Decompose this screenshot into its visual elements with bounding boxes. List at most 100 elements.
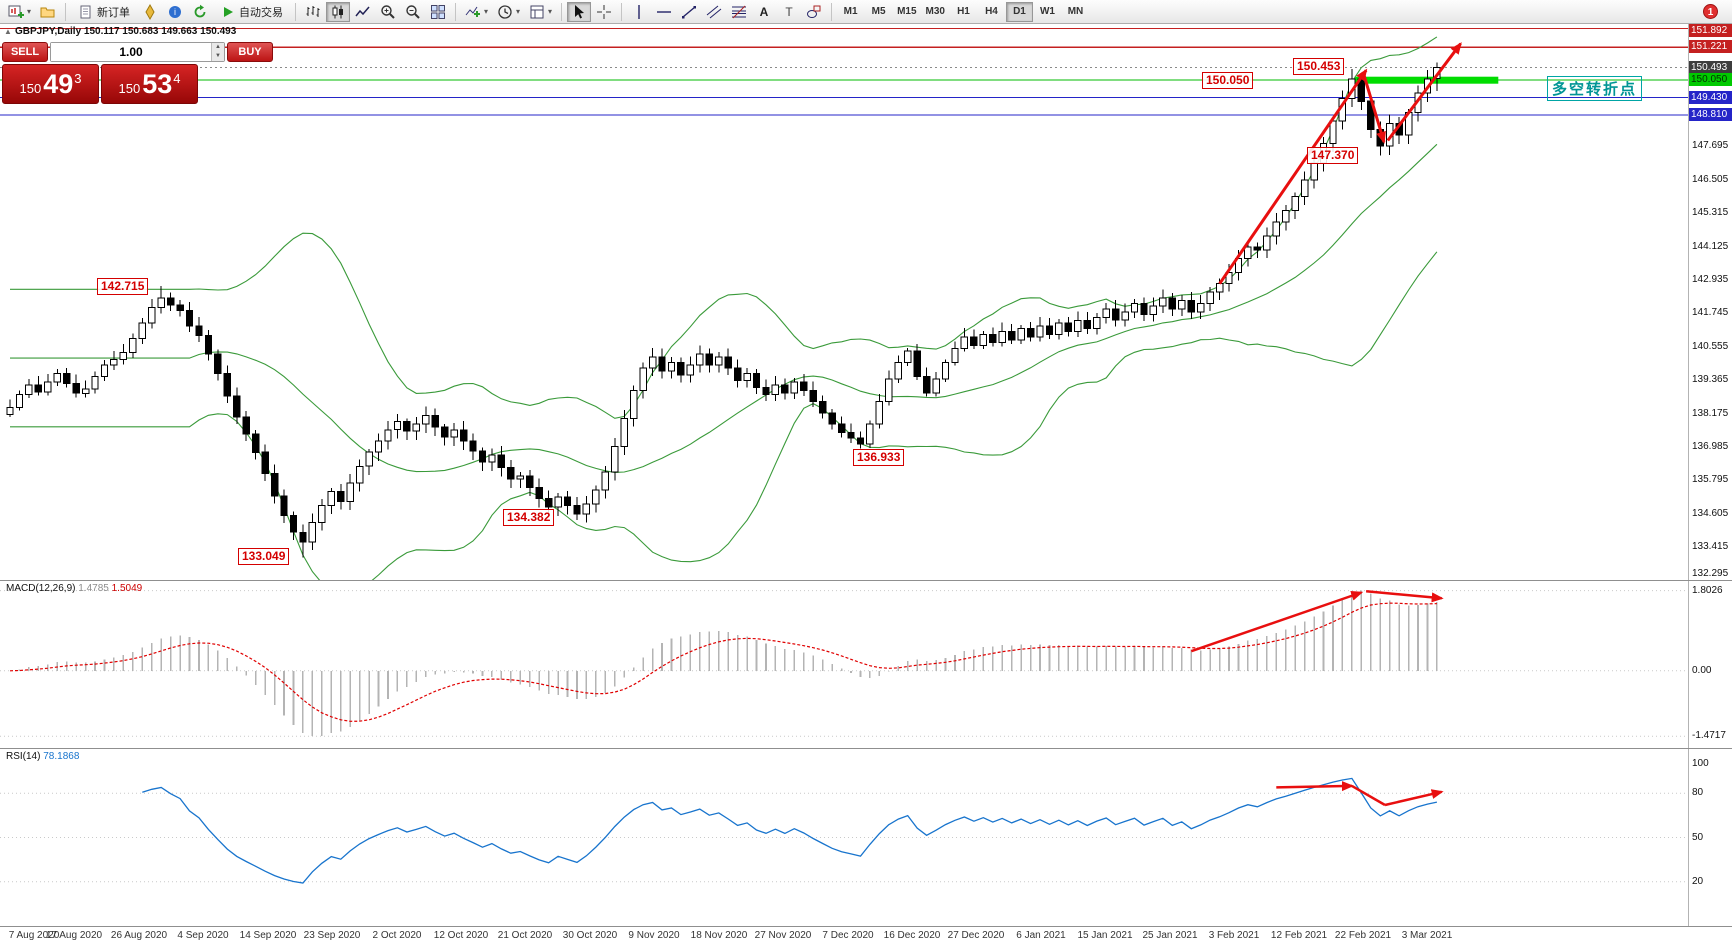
rsi-indicator-chart[interactable] bbox=[0, 749, 1688, 926]
trend-arrows-layer bbox=[1218, 42, 1462, 285]
date-label: 17 Aug 2020 bbox=[45, 930, 103, 941]
templates-button[interactable]: ▾ bbox=[525, 2, 556, 22]
tile-windows-button[interactable] bbox=[426, 2, 450, 22]
crosshair-icon bbox=[597, 4, 612, 19]
crosshair-button[interactable] bbox=[592, 2, 616, 22]
bar-chart-button[interactable] bbox=[301, 2, 325, 22]
macd-indicator-chart[interactable] bbox=[0, 581, 1688, 748]
new-order-button[interactable]: 新订单 bbox=[71, 2, 137, 22]
price-tick-label: 144.125 bbox=[1692, 241, 1729, 252]
date-label: 15 Jan 2021 bbox=[1077, 930, 1133, 941]
macd-signal-line bbox=[9, 602, 1437, 722]
candlestick-chart-button[interactable] bbox=[326, 1, 351, 22]
date-label: 14 Sep 2020 bbox=[239, 930, 297, 941]
profiles-button[interactable] bbox=[36, 2, 60, 22]
turning-point-note: 多空转折点 bbox=[1547, 76, 1643, 101]
timeframe-m5[interactable]: M5 bbox=[865, 2, 892, 22]
collapse-panel-icon[interactable]: ▲ bbox=[4, 27, 12, 36]
rsi-label: RSI(14) 78.1868 bbox=[6, 751, 80, 762]
cursor-button[interactable] bbox=[567, 1, 592, 22]
refresh-button[interactable] bbox=[188, 2, 212, 22]
price-tick-label: 141.745 bbox=[1692, 307, 1729, 318]
timeframe-h4[interactable]: H4 bbox=[978, 2, 1005, 22]
chart-info-line: GBPJPY,Daily 150.117 150.683 149.663 150… bbox=[15, 26, 237, 37]
date-label: 18 Nov 2020 bbox=[690, 930, 748, 941]
price-line-badge: 151.221 bbox=[1689, 40, 1732, 53]
zoom-out-button[interactable] bbox=[401, 2, 425, 22]
fibonacci-button[interactable] bbox=[727, 2, 751, 22]
rsi-arrows-layer bbox=[1276, 781, 1444, 807]
price-tick-label: 147.695 bbox=[1692, 140, 1729, 151]
toolbar-separator bbox=[831, 2, 833, 21]
date-label: 21 Oct 2020 bbox=[497, 930, 553, 941]
rsi-grid-layer bbox=[0, 792, 1688, 883]
macd-scale[interactable]: 1.8026 0.00 -1.4717 bbox=[1688, 581, 1732, 748]
price-scale[interactable]: 147.695 146.505 145.315 144.125 142.935 141.7… bbox=[1688, 24, 1732, 580]
tile-windows-icon bbox=[431, 4, 446, 19]
shapes-button[interactable] bbox=[802, 2, 826, 22]
channel-icon bbox=[706, 5, 722, 18]
price-tick-label: 134.605 bbox=[1692, 508, 1729, 519]
date-label: 9 Nov 2020 bbox=[628, 930, 680, 941]
price-annotation: 133.049 bbox=[238, 548, 290, 565]
shapes-icon bbox=[807, 5, 821, 18]
macd-scale-label: -1.4717 bbox=[1692, 730, 1726, 741]
channel-button[interactable] bbox=[702, 2, 726, 22]
text-tool-button[interactable]: A bbox=[752, 2, 776, 22]
indicators-button[interactable]: ▾ bbox=[461, 2, 492, 22]
auto-trading-play-icon bbox=[224, 6, 234, 17]
market-watch-button[interactable]: i bbox=[163, 2, 187, 22]
timeframe-d1[interactable]: D1 bbox=[1005, 1, 1033, 22]
market-watch-icon: i bbox=[169, 5, 182, 18]
sell-button[interactable]: SELL bbox=[2, 42, 48, 62]
timeframe-w1[interactable]: W1 bbox=[1034, 2, 1061, 22]
text-tool-icon: A bbox=[760, 5, 769, 19]
trendline-icon bbox=[682, 5, 697, 18]
timeframe-m1[interactable]: M1 bbox=[837, 2, 864, 22]
timeframe-m30[interactable]: M30 bbox=[922, 2, 949, 22]
label-tool-button[interactable]: T bbox=[777, 2, 801, 22]
auto-trading-button[interactable]: 自动交易 bbox=[213, 2, 290, 22]
price-annotation: 142.715 bbox=[97, 278, 149, 295]
fibonacci-icon bbox=[732, 5, 747, 18]
svg-text:T: T bbox=[785, 5, 793, 19]
rsi-scale-label: 50 bbox=[1692, 832, 1704, 843]
candlestick-chart[interactable] bbox=[0, 24, 1688, 580]
buy-button[interactable]: BUY bbox=[227, 42, 273, 62]
buy-price[interactable]: 150 53 4 bbox=[101, 64, 198, 104]
macd-scale-label: 1.8026 bbox=[1692, 585, 1723, 596]
price-line-badge: 150.050 bbox=[1689, 73, 1732, 86]
chevron-down-icon: ▾ bbox=[548, 6, 553, 16]
bollinger-bands-layer bbox=[10, 36, 1438, 580]
profiles-folder-icon bbox=[40, 7, 55, 17]
line-chart-button[interactable] bbox=[351, 2, 375, 22]
navigator-button[interactable] bbox=[138, 2, 162, 22]
macd-arrows-layer bbox=[1190, 589, 1444, 653]
time-scale[interactable]: 7 Aug 2020 17 Aug 2020 26 Aug 2020 4 Sep 20… bbox=[0, 926, 1732, 945]
timeframe-h1[interactable]: H1 bbox=[950, 2, 977, 22]
trendline-button[interactable] bbox=[677, 2, 701, 22]
zoom-in-button[interactable] bbox=[376, 2, 400, 22]
template-icon bbox=[530, 5, 544, 18]
indicators-icon bbox=[465, 6, 481, 17]
zoom-in-icon bbox=[381, 4, 395, 19]
volume-input[interactable] bbox=[51, 43, 211, 61]
date-label: 23 Sep 2020 bbox=[303, 930, 361, 941]
date-label: 2 Oct 2020 bbox=[372, 930, 422, 941]
volume-up-button[interactable]: ▲ bbox=[215, 44, 221, 50]
volume-down-button[interactable]: ▼ bbox=[215, 53, 221, 59]
cursor-icon bbox=[575, 4, 585, 18]
periods-button[interactable]: ▾ bbox=[493, 2, 524, 22]
timeframe-m15[interactable]: M15 bbox=[893, 2, 920, 22]
horizontal-line-button[interactable] bbox=[652, 2, 676, 22]
date-label: 26 Aug 2020 bbox=[110, 930, 168, 941]
sell-price[interactable]: 150 49 3 bbox=[2, 64, 99, 104]
timeframe-mn[interactable]: MN bbox=[1062, 2, 1089, 22]
vertical-line-button[interactable] bbox=[627, 2, 651, 22]
new-chart-button[interactable]: ▾ bbox=[4, 2, 35, 22]
date-label: 12 Oct 2020 bbox=[433, 930, 489, 941]
rsi-scale[interactable]: 100 80 50 20 bbox=[1688, 749, 1732, 926]
date-label: 30 Oct 2020 bbox=[562, 930, 618, 941]
rsi-plot: RSI(14) 78.1868 bbox=[0, 749, 1688, 926]
notification-badge[interactable]: 1 bbox=[1703, 4, 1718, 19]
